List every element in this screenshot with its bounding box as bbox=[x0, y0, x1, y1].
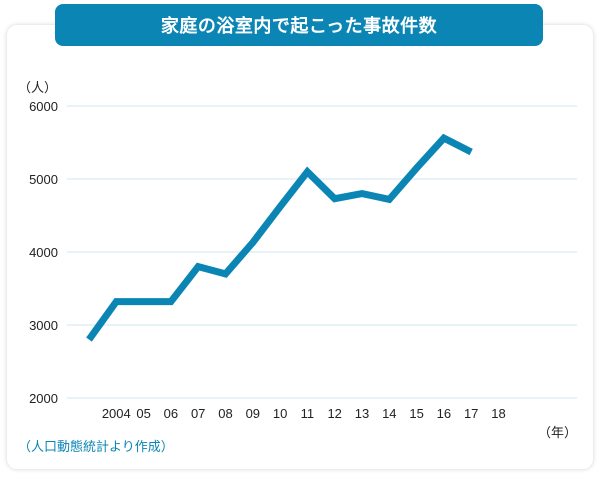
y-tick-label: 6000 bbox=[29, 99, 58, 114]
y-tick-label: 4000 bbox=[29, 245, 58, 260]
x-tick-label: 11 bbox=[301, 406, 315, 421]
x-tick-label: 14 bbox=[382, 406, 396, 421]
x-tick-label: 08 bbox=[218, 406, 232, 421]
x-tick-label: 09 bbox=[246, 406, 260, 421]
x-axis-label: （年） bbox=[538, 426, 577, 441]
x-tick-label: 06 bbox=[164, 406, 178, 421]
chart-card bbox=[7, 25, 593, 469]
y-tick-label: 3000 bbox=[29, 318, 58, 333]
series-line bbox=[86, 133, 473, 342]
x-tick-label: 13 bbox=[355, 406, 369, 421]
chart-title: 家庭の浴室内で起こった事故件数 bbox=[55, 4, 543, 46]
x-tick-label: 15 bbox=[409, 406, 423, 421]
x-tick-label: 18 bbox=[491, 406, 505, 421]
y-tick-label: 5000 bbox=[29, 172, 58, 187]
x-tick-label: 10 bbox=[273, 406, 287, 421]
y-axis-label: （人） bbox=[18, 81, 57, 96]
x-tick-label: 12 bbox=[327, 406, 341, 421]
x-tick-label: 2004 bbox=[102, 406, 131, 421]
x-tick-label: 05 bbox=[136, 406, 150, 421]
x-tick-label: 17 bbox=[464, 406, 478, 421]
x-tick-label: 16 bbox=[437, 406, 451, 421]
source-note: （人口動態統計より作成） bbox=[18, 440, 174, 455]
y-tick-label: 2000 bbox=[29, 391, 58, 406]
x-tick-label: 07 bbox=[191, 406, 205, 421]
